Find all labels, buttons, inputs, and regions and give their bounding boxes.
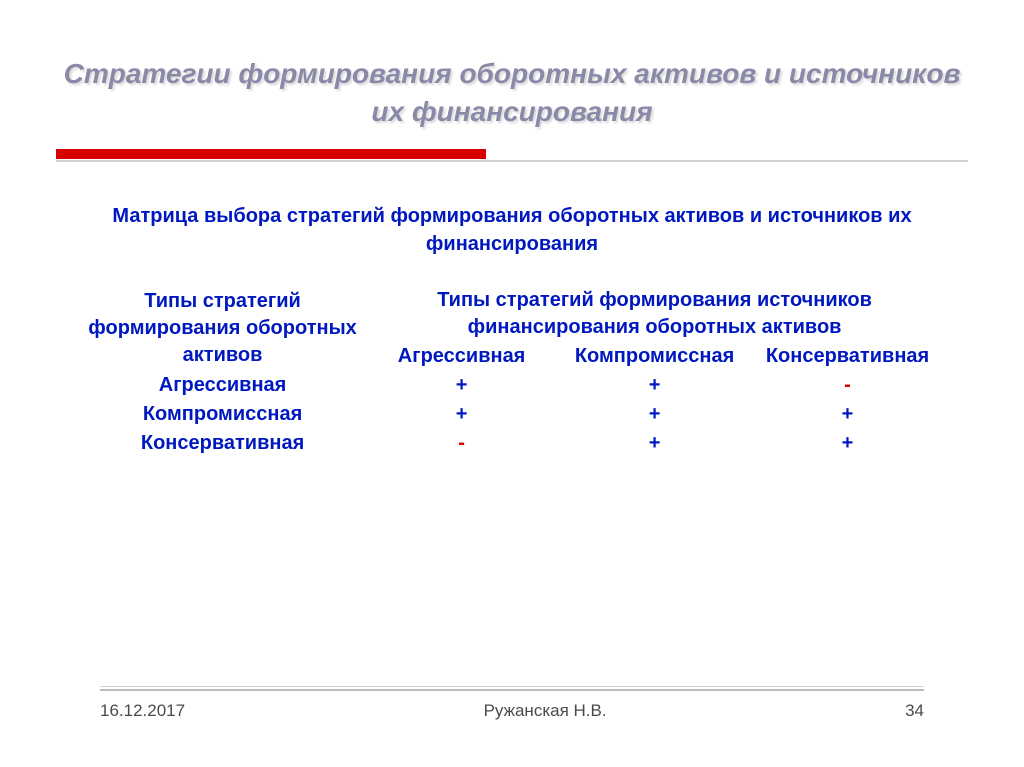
cell-2-1: + bbox=[558, 429, 751, 458]
table-row: Компромиссная+++ bbox=[80, 400, 944, 429]
table-row: Консервативная-++ bbox=[80, 429, 944, 458]
cell-1-0: + bbox=[365, 400, 558, 429]
footer-page: 34 bbox=[905, 701, 924, 721]
footer-date: 16.12.2017 bbox=[100, 701, 185, 721]
strategy-matrix: Типы стратегий формирования оборотных ак… bbox=[80, 286, 944, 458]
matrix-title: Матрица выбора стратегий формирования об… bbox=[80, 202, 944, 258]
slide-title: Стратегии формирования оборотных активов… bbox=[0, 0, 1024, 149]
cell-0-2: - bbox=[751, 371, 944, 400]
row-label-0: Агрессивная bbox=[80, 371, 365, 400]
cell-1-2: + bbox=[751, 400, 944, 429]
slide-footer: 16.12.2017 Ружанская Н.В. 34 bbox=[0, 686, 1024, 721]
col-header-1: Компромиссная bbox=[558, 342, 751, 371]
cell-2-0: - bbox=[365, 429, 558, 458]
col-header-0: Агрессивная bbox=[365, 342, 558, 371]
right-header: Типы стратегий формирования источников ф… bbox=[365, 286, 944, 342]
left-header: Типы стратегий формирования оборотных ак… bbox=[80, 286, 365, 371]
footer-line-thick bbox=[100, 689, 924, 691]
cell-1-1: + bbox=[558, 400, 751, 429]
table-row: Агрессивная++- bbox=[80, 371, 944, 400]
col-header-2: Консервативная bbox=[751, 342, 944, 371]
cell-0-1: + bbox=[558, 371, 751, 400]
row-label-1: Компромиссная bbox=[80, 400, 365, 429]
footer-author: Ружанская Н.В. bbox=[484, 701, 607, 721]
footer-line-thin bbox=[100, 686, 924, 687]
cell-2-2: + bbox=[751, 429, 944, 458]
row-label-2: Консервативная bbox=[80, 429, 365, 458]
title-divider bbox=[56, 149, 968, 162]
red-accent-bar bbox=[56, 149, 486, 159]
content-area: Матрица выбора стратегий формирования об… bbox=[0, 162, 1024, 458]
cell-0-0: + bbox=[365, 371, 558, 400]
